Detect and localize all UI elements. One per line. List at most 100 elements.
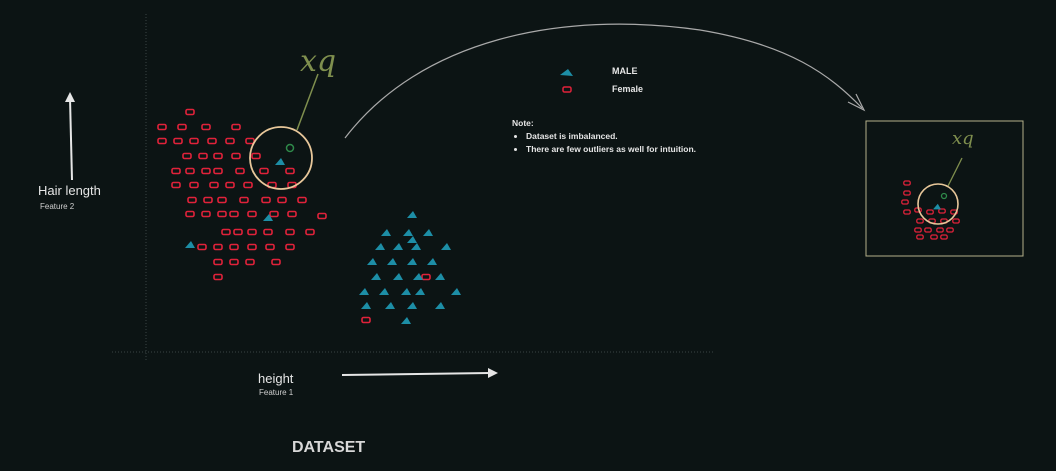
female-point [245, 137, 255, 145]
zoom-label-pointer [947, 157, 963, 187]
male-point [359, 288, 369, 295]
female-point [950, 209, 958, 215]
female-point [297, 196, 307, 204]
x-axis-sublabel: Feature 1 [259, 388, 294, 397]
female-point [173, 137, 183, 145]
male-point [393, 273, 403, 280]
female-point [187, 196, 197, 204]
female-point [952, 218, 960, 224]
legend-female-marker [562, 86, 572, 93]
male-point [423, 229, 433, 236]
female-point [201, 167, 211, 175]
y-direction-arrow [65, 92, 75, 181]
male-point [441, 243, 451, 250]
female-point [926, 209, 934, 215]
query-point [285, 143, 295, 153]
female-point [930, 234, 938, 240]
female-point [229, 258, 239, 266]
female-point [171, 167, 181, 175]
male-point [367, 258, 377, 265]
male-point [407, 258, 417, 265]
male-point [401, 288, 411, 295]
note-item: Dataset is imbalanced. [526, 130, 696, 143]
male-point [403, 229, 413, 236]
male-point [933, 203, 941, 210]
query-neighborhood-circle [249, 126, 313, 190]
female-point [182, 152, 192, 160]
female-point [269, 210, 279, 218]
female-point [936, 227, 944, 233]
female-point [285, 228, 295, 236]
note-title: Note: [512, 118, 534, 128]
note-box: Note: Dataset is imbalanced. There are f… [512, 117, 696, 156]
female-point [924, 227, 932, 233]
female-point [914, 227, 922, 233]
female-point [189, 137, 199, 145]
female-point [185, 210, 195, 218]
female-point [946, 227, 954, 233]
male-point [387, 258, 397, 265]
female-point [916, 234, 924, 240]
male-point [435, 302, 445, 309]
female-point [229, 210, 239, 218]
female-point [231, 152, 241, 160]
zoom-query-point [940, 192, 948, 200]
male-point [411, 243, 421, 250]
female-point [229, 243, 239, 251]
female-point [235, 167, 245, 175]
female-point [903, 190, 911, 196]
x-direction-arrow [341, 368, 498, 378]
female-point [317, 212, 327, 220]
x-axis-label: height [258, 371, 294, 386]
female-point [185, 167, 195, 175]
male-point [375, 243, 385, 250]
male-point [379, 288, 389, 295]
legend-male-label: MALE [612, 66, 638, 76]
female-points [157, 108, 431, 324]
female-point [213, 258, 223, 266]
male-point [361, 302, 371, 309]
female-point [171, 181, 181, 189]
female-point [213, 152, 223, 160]
female-point [197, 243, 207, 251]
female-point [305, 228, 315, 236]
female-point [225, 137, 235, 145]
query-label-pointer [296, 73, 319, 131]
y-axis-sublabel: Feature 2 [40, 202, 75, 211]
female-point [209, 181, 219, 189]
female-point [271, 258, 281, 266]
female-point [263, 228, 273, 236]
female-point [225, 181, 235, 189]
female-point [157, 137, 167, 145]
male-point [263, 214, 273, 221]
zoom-connector-arc [344, 23, 863, 139]
male-point [407, 302, 417, 309]
male-point [185, 241, 195, 248]
female-point [421, 273, 431, 281]
female-point [285, 243, 295, 251]
female-point [239, 196, 249, 204]
zoom-connector-arrowhead [847, 93, 866, 112]
female-point [261, 196, 271, 204]
female-point [938, 208, 946, 214]
female-point [177, 123, 187, 131]
male-points [185, 158, 461, 324]
female-point [157, 123, 167, 131]
male-point [435, 273, 445, 280]
female-point [245, 258, 255, 266]
female-point [247, 210, 257, 218]
female-point [247, 228, 257, 236]
male-point [371, 273, 381, 280]
female-point [213, 273, 223, 281]
male-point [381, 229, 391, 236]
female-point [901, 199, 909, 205]
y-axis-label: Hair length [38, 183, 101, 198]
female-point [221, 228, 231, 236]
dataset-caption: DATASET [292, 439, 366, 456]
zoom-points [901, 180, 960, 240]
male-point [413, 273, 423, 280]
female-point [217, 196, 227, 204]
female-point [903, 180, 911, 186]
female-point [233, 228, 243, 236]
